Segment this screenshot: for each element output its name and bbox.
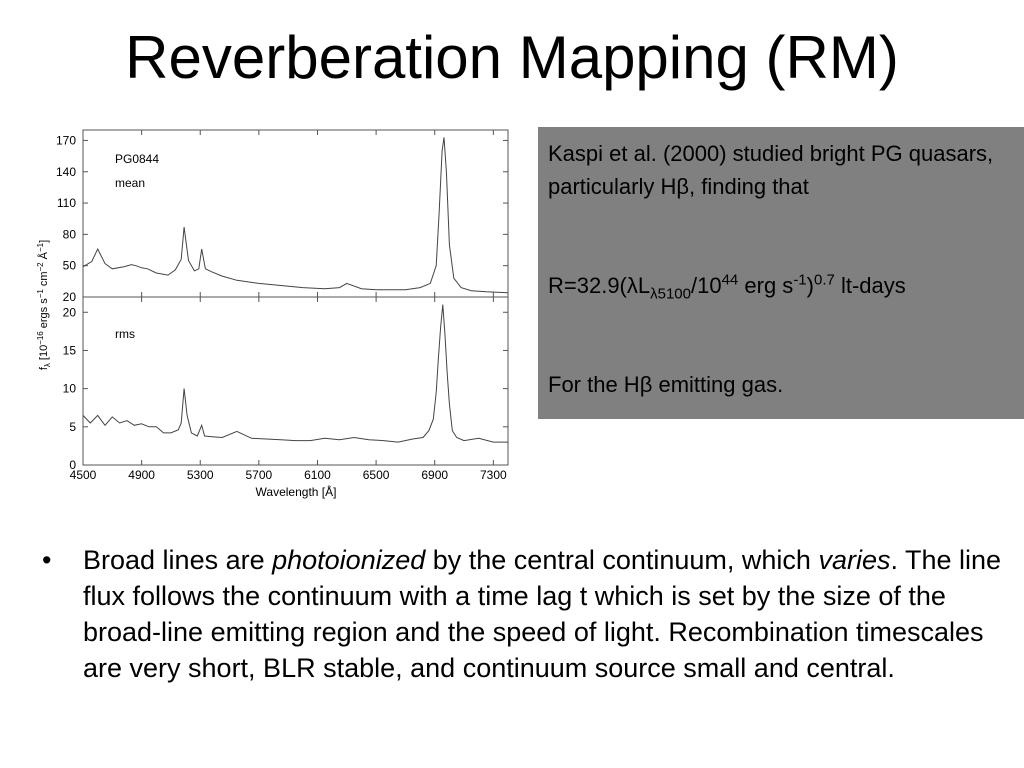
x-tick-label: 4900 [128, 468, 155, 482]
y-label-exp3: −2 [36, 262, 45, 272]
y-label-close: ] [38, 240, 50, 243]
slide-title: Reverberation Mapping (RM) [125, 24, 899, 91]
bullet-point: • Broad lines are photoionized by the ce… [42, 542, 1007, 686]
x-tick-label: 7300 [480, 468, 507, 482]
callout-footnote: For the Hβ emitting gas. [548, 372, 784, 397]
x-tick-label: 6500 [363, 468, 390, 482]
callout-formula: R=32.9(λLλ5100/1044 erg s-1)0.7 lt-days [548, 269, 1012, 302]
panel-frame-rms [82, 296, 509, 466]
chart-panels: 20 50 80 110 140 170 0 5 10 15 20 4500 4900 5300 5700 6… [56, 129, 509, 482]
y-tick-label-mean: 80 [63, 227, 77, 241]
x-tick-label: 4500 [70, 468, 97, 482]
y-label-exp1: −16 [36, 331, 45, 345]
formula-exponent-minus1: -1 [793, 271, 807, 289]
y-tick-label-rms: 0 [69, 458, 76, 472]
y-tick-label-mean: 20 [63, 290, 77, 304]
bullet-text-2: by the central continuum, which [425, 545, 819, 575]
formula-part-c: erg s [738, 273, 794, 298]
formula-part-d: ) [806, 273, 814, 298]
x-tick-label: 5700 [246, 468, 273, 482]
y-label-exp2: −1 [36, 289, 45, 299]
spectrum-figure: 20 50 80 110 140 170 0 5 10 15 20 4500 4900 5300 5700 6… [30, 125, 520, 505]
bottom-panel-label: rms [115, 327, 135, 341]
bullet-text: Broad lines are photoionized by the cent… [83, 542, 1007, 686]
formula-subscript: λ5100 [650, 285, 691, 303]
y-tick-label-rms: 10 [63, 382, 77, 396]
kaspi-callout-box: Kaspi et al. (2000) studied bright PG qu… [538, 127, 1024, 419]
x-tick-label: 5300 [187, 468, 214, 482]
formula-exponent-0-7: 0.7 [813, 271, 835, 289]
bullet-em-photoionized: photoionized [272, 545, 426, 575]
bullet-text-3: . The line flux follows the continuum wi… [83, 545, 1002, 683]
y-label-f: f [38, 366, 50, 370]
formula-exponent-44: 44 [721, 271, 739, 289]
series-line-mean [82, 137, 509, 294]
y-tick-label-mean: 110 [57, 196, 76, 210]
y-tick-label-rms: 5 [69, 420, 76, 434]
formula-part-a: R=32.9(λL [548, 273, 651, 298]
y-tick-label-mean: 170 [56, 133, 76, 147]
y-label-cm: cm [38, 271, 50, 286]
bullet-text-1: Broad lines are [83, 545, 273, 575]
y-label-exp4: −1 [36, 242, 45, 252]
y-tick-label-rms: 20 [63, 305, 77, 319]
x-axis-label: Wavelength [Å] [256, 484, 337, 499]
spectrum-chart: 20 50 80 110 140 170 0 5 10 15 20 4500 4900 5300 5700 6… [36, 129, 509, 499]
bullet-em-varies: varies [818, 545, 891, 575]
y-label-rest: [10 [38, 345, 50, 360]
y-tick-label-rms: 15 [63, 343, 77, 357]
top-panel-sublabel: mean [115, 176, 145, 190]
y-tick-label-mean: 50 [63, 259, 77, 273]
callout-intro: Kaspi et al. (2000) studied bright PG qu… [548, 141, 994, 199]
y-label-mid: ergs s [38, 298, 50, 328]
formula-part-e: lt-days [834, 273, 906, 298]
formula-part-b: /10 [691, 273, 722, 298]
series-line-rms [82, 304, 508, 443]
top-panel-label: PG0844 [115, 152, 159, 166]
x-tick-label: 6900 [421, 468, 448, 482]
y-axis-label: fλ[10−16ergs s−1cm−2Å−1] [36, 240, 52, 370]
y-tick-label-mean: 140 [56, 165, 76, 179]
bullet-marker: • [42, 545, 52, 575]
y-label-sub: λ [43, 363, 52, 367]
x-tick-label: 6100 [304, 468, 331, 482]
y-label-angstrom: Å [37, 251, 50, 259]
